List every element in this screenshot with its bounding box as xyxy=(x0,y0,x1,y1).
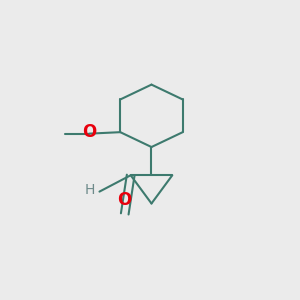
Text: O: O xyxy=(82,123,96,141)
Text: H: H xyxy=(85,183,95,197)
Text: O: O xyxy=(118,191,132,209)
